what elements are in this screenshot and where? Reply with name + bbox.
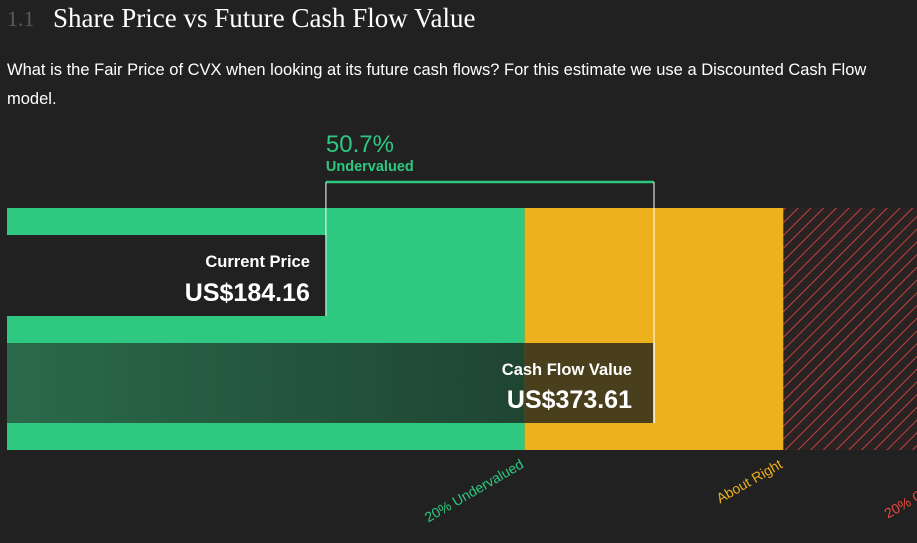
description: What is the Fair Price of CVX when looki… <box>7 61 867 108</box>
difference-label: Undervalued <box>326 159 414 175</box>
zone-label-undervalued: 20% Undervalued <box>422 456 526 526</box>
zone-label-overvalued: 20% Overvalued <box>881 456 917 522</box>
current-price-label: Current Price <box>205 253 310 271</box>
difference-percent: 50.7% <box>326 131 394 158</box>
cash-flow-value-label: Cash Flow Value <box>502 361 632 379</box>
section-number: 1.1 <box>7 6 35 31</box>
cash-flow-value-bar-overlap <box>524 343 654 423</box>
zone-label-about-right: About Right <box>714 456 785 506</box>
zone-overvalued <box>783 208 917 450</box>
page-title: Share Price vs Future Cash Flow Value <box>53 3 476 33</box>
current-price-value: US$184.16 <box>185 279 310 307</box>
cash-flow-value-amount: US$373.61 <box>507 386 632 414</box>
current-price-bar <box>7 235 326 316</box>
cash-flow-value-bar <box>7 343 525 423</box>
